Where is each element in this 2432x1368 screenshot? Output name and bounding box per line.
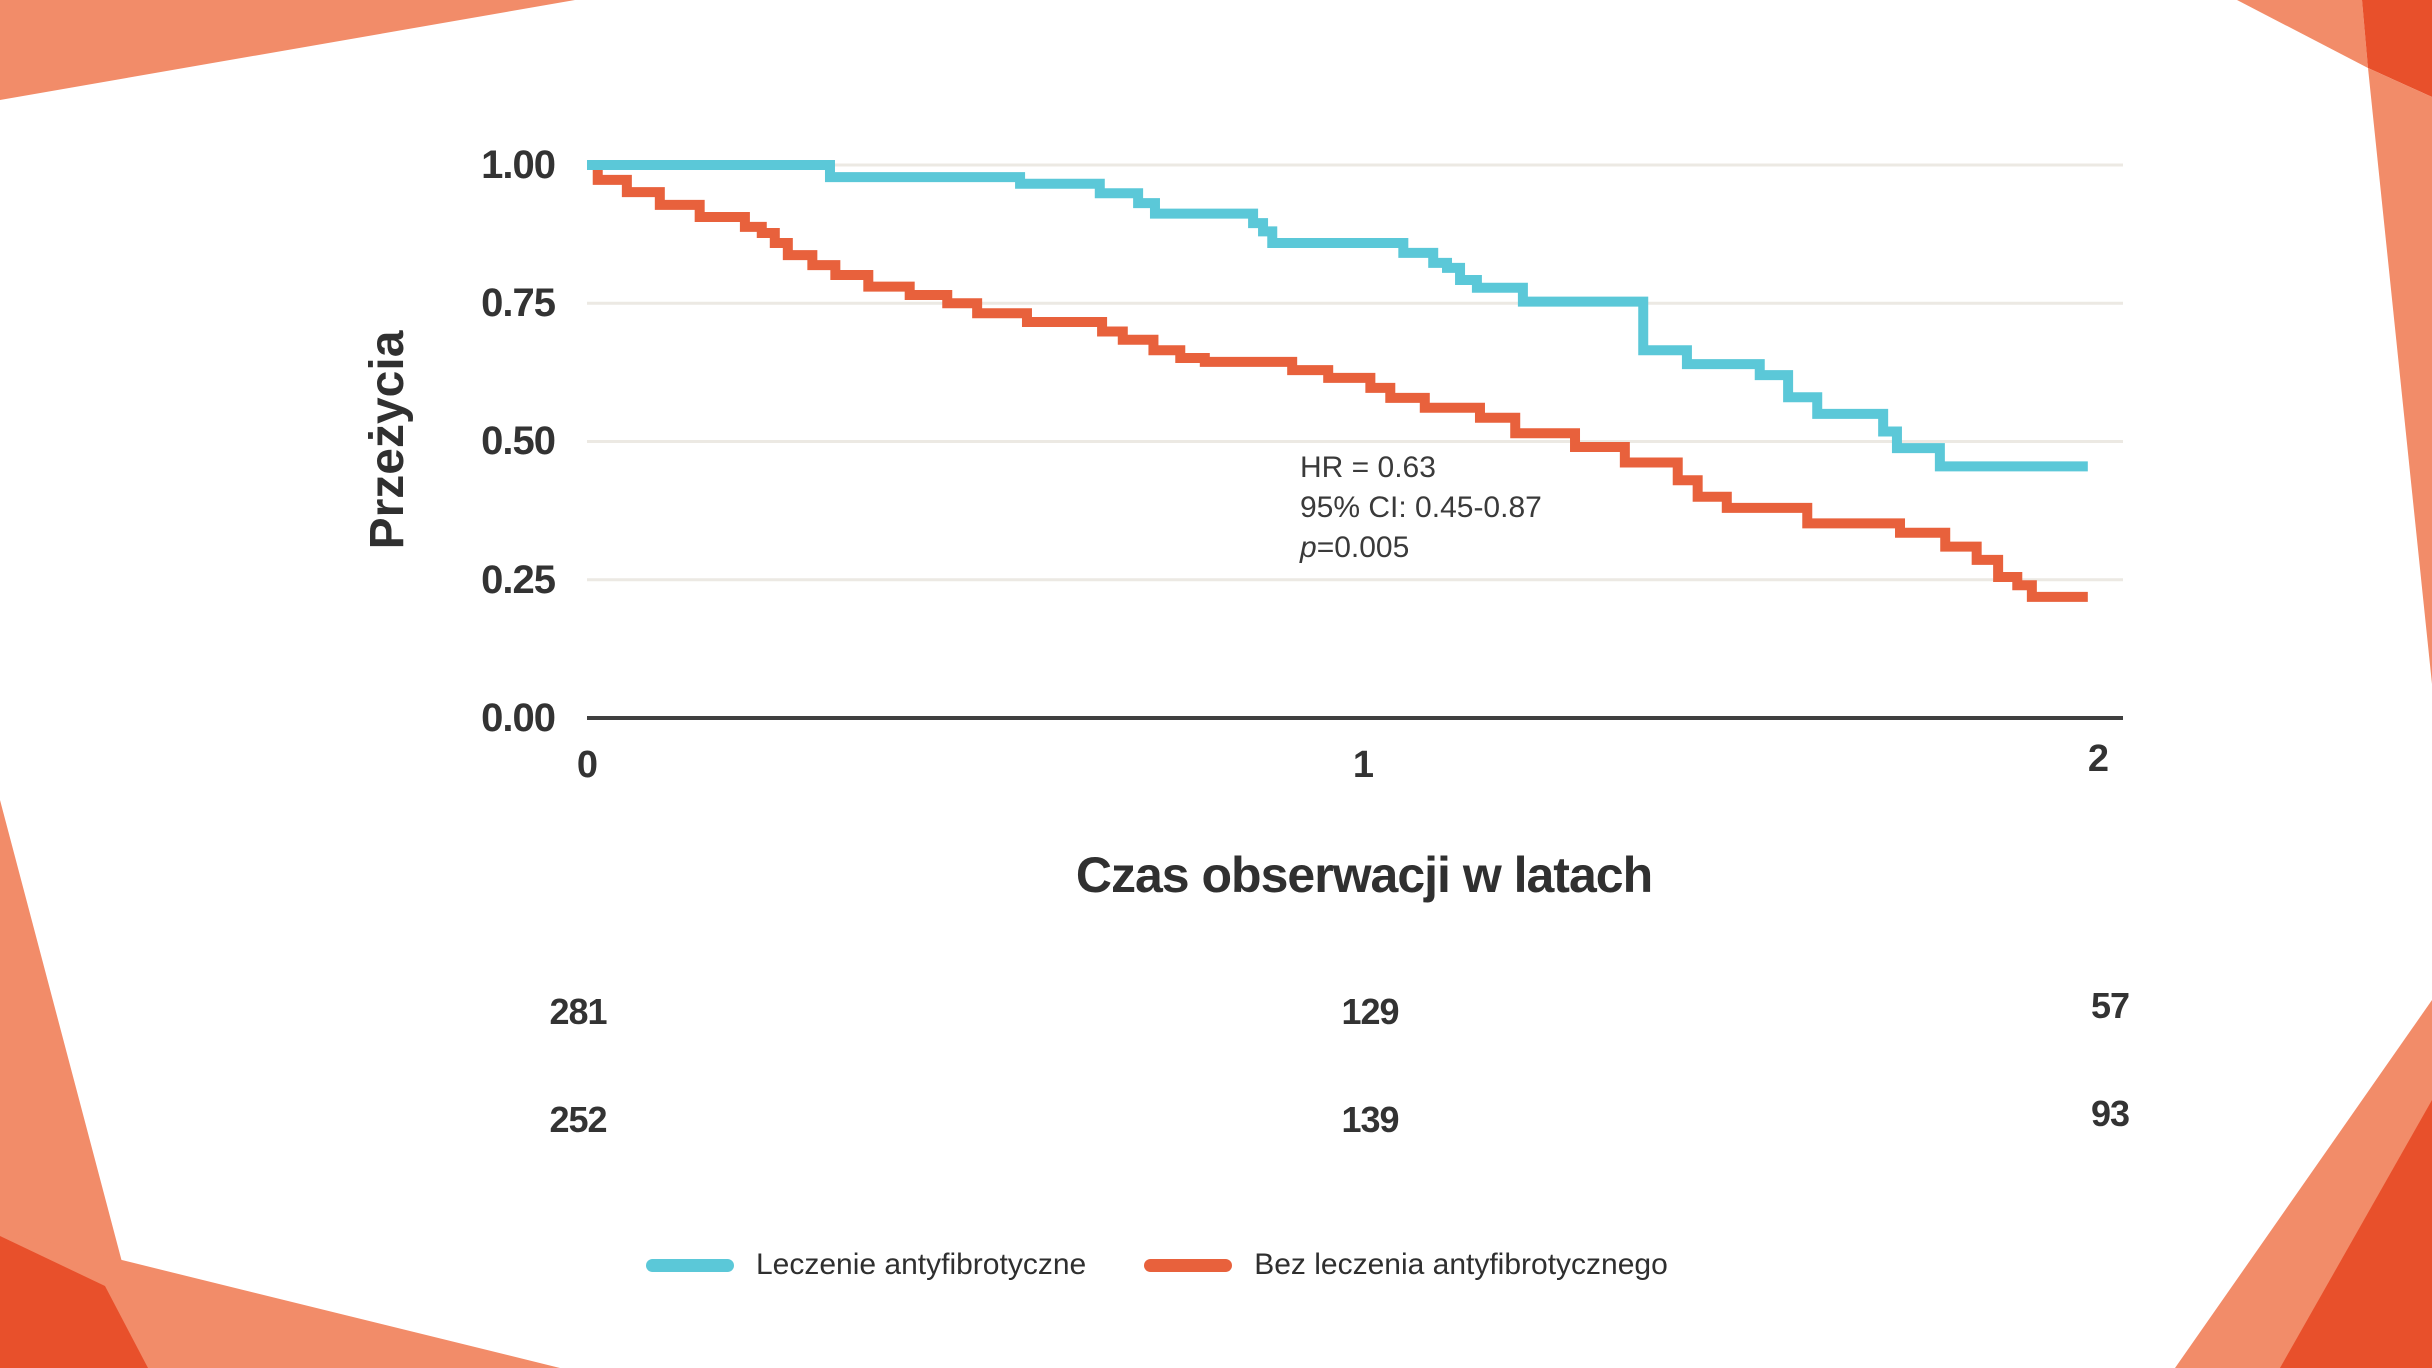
legend-label-untreated: Bez leczenia antyfibrotycznego [1254, 1248, 1668, 1281]
legend-item-treated: Leczenie antyfibrotyczne [646, 1248, 1086, 1282]
decoration-bottom-right-corner [2280, 1100, 2432, 1368]
x-tick-0: 0 [576, 744, 598, 786]
y-tick-0-00: 0.00 [481, 696, 556, 740]
decoration-bottom-left-band [0, 800, 150, 1368]
risk-count-treated-t0: 281 [549, 991, 607, 1032]
p-value: =0.005 [1316, 531, 1410, 564]
x-tick-2: 2 [2087, 738, 2109, 780]
decoration-bottom-left-corner [0, 1236, 148, 1368]
risk-count-treated-t2: 57 [2090, 985, 2130, 1026]
risk-count-untreated-t1: 139 [1341, 1099, 1399, 1140]
legend-item-untreated: Bez leczenia antyfibrotycznego [1144, 1248, 1668, 1282]
decoration-top-right-corner [2362, 0, 2432, 97]
y-tick-0-50: 0.50 [481, 419, 556, 463]
y-axis-title: Przeżycia [361, 330, 414, 550]
hr-annotation-line-3: p=0.005 [1300, 528, 1542, 568]
decoration-right-edge-strip [2368, 68, 2432, 684]
survival-curve-treated [587, 160, 2088, 472]
decoration-top-left-wedge [0, 0, 575, 100]
hr-annotation-line-2: 95% CI: 0.45-0.87 [1300, 491, 1542, 524]
decoration-bottom-left-wedge [0, 1230, 560, 1368]
decoration-top-right-band [2237, 0, 2368, 68]
survival-curve-untreated [587, 160, 2088, 602]
y-tick-1-00: 1.00 [481, 143, 556, 187]
gridlines [587, 163, 2123, 582]
legend-label-treated: Leczenie antyfibrotyczne [756, 1248, 1087, 1281]
x-axis-title: Czas obserwacji w latach [1075, 847, 1653, 903]
y-tick-0-75: 0.75 [481, 281, 556, 325]
y-tick-0-25: 0.25 [481, 558, 556, 602]
p-symbol: p [1300, 531, 1317, 564]
hr-annotation-line-1: HR = 0.63 [1300, 451, 1436, 484]
risk-count-untreated-t0: 252 [549, 1099, 607, 1140]
legend-swatch-untreated-icon [1144, 1258, 1233, 1272]
hr-annotation: HR = 0.63 95% CI: 0.45-0.87 p=0.005 [1300, 448, 1542, 568]
x-tick-1: 1 [1352, 744, 1374, 786]
chart-legend: Leczenie antyfibrotyczne Bez leczenia an… [646, 1240, 1668, 1290]
legend-swatch-treated-icon [646, 1258, 734, 1272]
risk-count-untreated-t2: 93 [2090, 1093, 2130, 1134]
risk-count-treated-t1: 129 [1341, 991, 1399, 1032]
survival-curves [587, 160, 2088, 602]
